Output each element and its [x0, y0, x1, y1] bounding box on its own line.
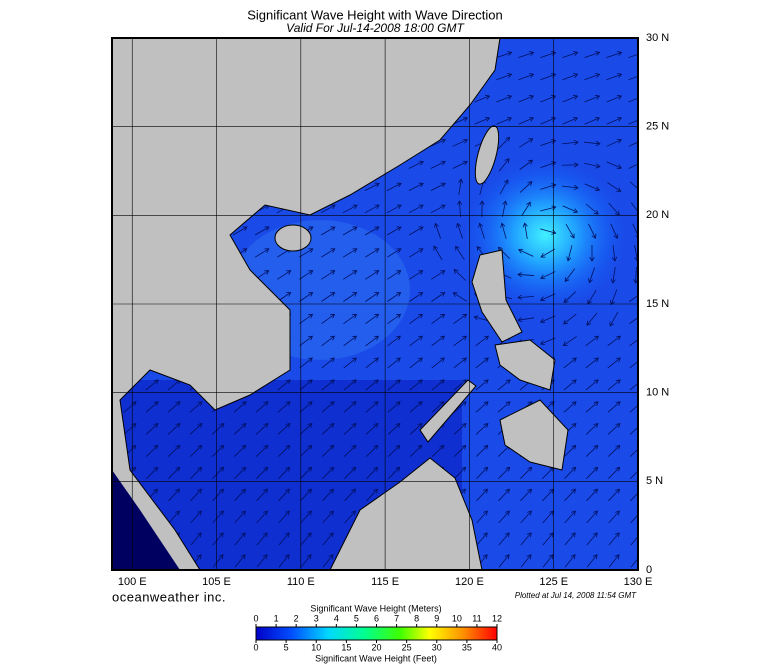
x-tick-label: 115 E	[371, 576, 399, 588]
colorbar-meters-tick-label: 6	[374, 613, 379, 623]
colorbar-meters-tick-label: 8	[414, 613, 419, 623]
colorbar-feet-tick-label: 20	[371, 642, 381, 652]
hainan	[275, 225, 311, 251]
colorbar-meters-tick-label: 11	[472, 613, 481, 623]
colorbar-meters-tick-label: 3	[314, 613, 319, 623]
x-tick-label: 125 E	[539, 576, 568, 588]
subtitle: Valid For Jul-14-2008 18:00 GMT	[286, 21, 465, 35]
colorbar-feet-tick-label: 10	[311, 642, 321, 652]
colorbar-feet-tick-label: 15	[341, 642, 351, 652]
colorbar-feet-tick-label: 0	[253, 642, 258, 652]
colorbar-meters-tick-label: 9	[434, 613, 439, 623]
y-tick-label: 10 N	[646, 387, 669, 399]
colorbar	[256, 627, 497, 640]
y-tick-label: 30 N	[646, 32, 669, 44]
map-area	[112, 38, 644, 570]
colorbar-feet-tick-label: 5	[284, 642, 289, 652]
colorbar-feet-tick-label: 30	[432, 642, 442, 652]
y-tick-label: 25 N	[646, 121, 669, 133]
colorbar-meters-tick-label: 2	[294, 613, 299, 623]
colorbar-feet-label: Significant Wave Height (Feet)	[315, 653, 437, 663]
colorbar-meters-tick-label: 12	[492, 613, 502, 623]
plotted-note: Plotted at Jul 14, 2008 11:54 GMT	[515, 591, 637, 600]
x-tick-label: 120 E	[455, 576, 484, 588]
colorbar-meters-tick-label: 0	[253, 613, 258, 623]
x-tick-label: 100 E	[118, 576, 147, 588]
y-tick-label: 5 N	[646, 475, 663, 487]
credit: oceanweather inc.	[112, 589, 226, 604]
colorbar-meters-tick-label: 10	[452, 613, 462, 623]
x-tick-label: 110 E	[287, 576, 315, 588]
y-tick-label: 15 N	[646, 298, 669, 310]
colorbar-meters-tick-label: 4	[334, 613, 339, 623]
colorbar-meters-label: Significant Wave Height (Meters)	[310, 603, 441, 613]
x-tick-label: 105 E	[202, 576, 231, 588]
colorbar-feet-tick-label: 35	[462, 642, 472, 652]
colorbar-feet-tick-label: 40	[492, 642, 502, 652]
colorbar-meters-tick-label: 7	[394, 613, 399, 623]
colorbar-meters-tick-label: 5	[354, 613, 359, 623]
colorbar-meters-tick-label: 1	[274, 613, 279, 623]
y-tick-label: 0	[646, 564, 652, 576]
colorbar-feet-tick-label: 25	[402, 642, 412, 652]
x-tick-label: 130 E	[624, 576, 653, 588]
y-tick-label: 20 N	[646, 209, 669, 221]
